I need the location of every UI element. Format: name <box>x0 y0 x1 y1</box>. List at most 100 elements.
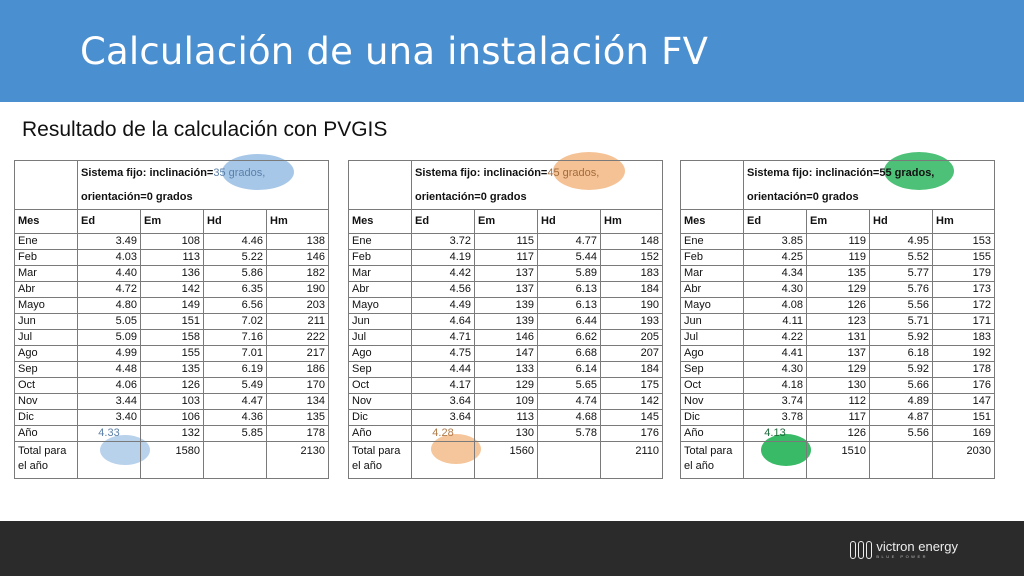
value-cell: 130 <box>806 377 870 394</box>
value-cell: 153 <box>932 233 995 250</box>
value-cell: 138 <box>266 233 329 250</box>
value-cell: 193 <box>600 313 663 330</box>
month-cell: Sep <box>348 361 412 378</box>
month-cell: Dic <box>348 409 412 426</box>
column-header: Hd <box>869 209 933 234</box>
month-cell: Jul <box>348 329 412 346</box>
value-cell: 4.72 <box>77 281 141 298</box>
value-cell: 4.34 <box>743 265 807 282</box>
value-cell: 3.49 <box>77 233 141 250</box>
value-cell: 3.72 <box>411 233 475 250</box>
total-cell: 2110 <box>600 441 663 479</box>
value-cell: 4.99 <box>77 345 141 362</box>
value-cell: 137 <box>806 345 870 362</box>
value-cell: 6.62 <box>537 329 601 346</box>
value-cell: 184 <box>600 281 663 298</box>
total-row: Total para el año 1510 2030 <box>680 441 995 479</box>
column-header: Em <box>140 209 204 234</box>
table-row: Abr 4.72 142 6.35 190 <box>14 281 329 298</box>
month-cell: Dic <box>680 409 744 426</box>
inclination-value: 35 grados, <box>213 166 266 179</box>
value-cell: 112 <box>806 393 870 410</box>
value-cell: 4.17 <box>411 377 475 394</box>
value-cell: 151 <box>932 409 995 426</box>
value-cell: 5.92 <box>869 329 933 346</box>
value-cell: 152 <box>600 249 663 266</box>
value-cell: 4.95 <box>869 233 933 250</box>
value-cell: 5.92 <box>869 361 933 378</box>
column-header: Mes <box>680 209 744 234</box>
value-cell: 133 <box>474 361 538 378</box>
value-cell: 137 <box>474 265 538 282</box>
value-cell: 3.64 <box>411 393 475 410</box>
value-cell: 5.85 <box>203 425 267 442</box>
value-cell: 178 <box>932 361 995 378</box>
value-cell: 5.77 <box>869 265 933 282</box>
value-cell: 4.49 <box>411 297 475 314</box>
value-cell: 176 <box>600 425 663 442</box>
value-cell: 4.80 <box>77 297 141 314</box>
total-row: Total para el año 1580 2130 <box>14 441 329 479</box>
inclination-value: 45 grados, <box>547 166 600 179</box>
column-header: Ed <box>77 209 141 234</box>
value-cell: 119 <box>806 249 870 266</box>
footer-bar: victron energy BLUE POWER <box>0 521 1024 576</box>
value-cell: 4.33 <box>77 425 141 442</box>
table-corner-cell <box>348 160 412 210</box>
pvgis-table-1: Sistema fijo: inclinación=35 grados, orie… <box>14 160 329 479</box>
value-cell: 169 <box>932 425 995 442</box>
table-row: Mar 4.40 136 5.86 182 <box>14 265 329 282</box>
month-cell: Jun <box>348 313 412 330</box>
value-cell: 5.56 <box>869 425 933 442</box>
value-cell: 7.16 <box>203 329 267 346</box>
total-cell <box>743 441 807 479</box>
month-cell: Feb <box>14 249 78 266</box>
table-row: Jul 5.09 158 7.16 222 <box>14 329 329 346</box>
value-cell: 4.44 <box>411 361 475 378</box>
total-label: Total para el año <box>680 441 744 479</box>
value-cell: 129 <box>806 281 870 298</box>
value-cell: 171 <box>932 313 995 330</box>
value-cell: 4.19 <box>411 249 475 266</box>
table-row: Nov 3.74 112 4.89 147 <box>680 393 995 410</box>
month-cell: Mar <box>14 265 78 282</box>
subtitle: Resultado de la calculación con PVGIS <box>22 118 388 141</box>
value-cell: 175 <box>600 377 663 394</box>
month-cell: Ago <box>348 345 412 362</box>
column-header: Mes <box>348 209 412 234</box>
month-cell: Ago <box>680 345 744 362</box>
table-row: Año 4.28 130 5.78 176 <box>348 425 663 442</box>
value-cell: 6.56 <box>203 297 267 314</box>
total-label-line2: el año <box>352 460 382 472</box>
value-cell: 126 <box>806 297 870 314</box>
total-cell <box>411 441 475 479</box>
value-cell: 5.22 <box>203 249 267 266</box>
table-row: Dic 3.64 113 4.68 145 <box>348 409 663 426</box>
table-row: Jun 5.05 151 7.02 211 <box>14 313 329 330</box>
total-label-line2: el año <box>684 460 714 472</box>
value-cell: 151 <box>140 313 204 330</box>
total-label-line2: el año <box>18 460 48 472</box>
value-cell: 205 <box>600 329 663 346</box>
value-cell: 155 <box>140 345 204 362</box>
value-cell: 6.14 <box>537 361 601 378</box>
value-cell: 145 <box>600 409 663 426</box>
month-cell: Mayo <box>680 297 744 314</box>
column-header: Em <box>806 209 870 234</box>
page-title: Calculación de una instalación FV <box>80 30 709 73</box>
table-row: Oct 4.06 126 5.49 170 <box>14 377 329 394</box>
value-cell: 123 <box>806 313 870 330</box>
value-cell: 207 <box>600 345 663 362</box>
month-cell: Abr <box>680 281 744 298</box>
value-cell: 117 <box>806 409 870 426</box>
table-row: Año 4.13 126 5.56 169 <box>680 425 995 442</box>
value-cell: 4.46 <box>203 233 267 250</box>
value-cell: 3.44 <box>77 393 141 410</box>
month-cell: Oct <box>14 377 78 394</box>
value-cell: 158 <box>140 329 204 346</box>
value-cell: 4.08 <box>743 297 807 314</box>
table-row: Ene 3.72 115 4.77 148 <box>348 233 663 250</box>
table-row: Mar 4.42 137 5.89 183 <box>348 265 663 282</box>
value-cell: 5.78 <box>537 425 601 442</box>
value-cell: 4.77 <box>537 233 601 250</box>
